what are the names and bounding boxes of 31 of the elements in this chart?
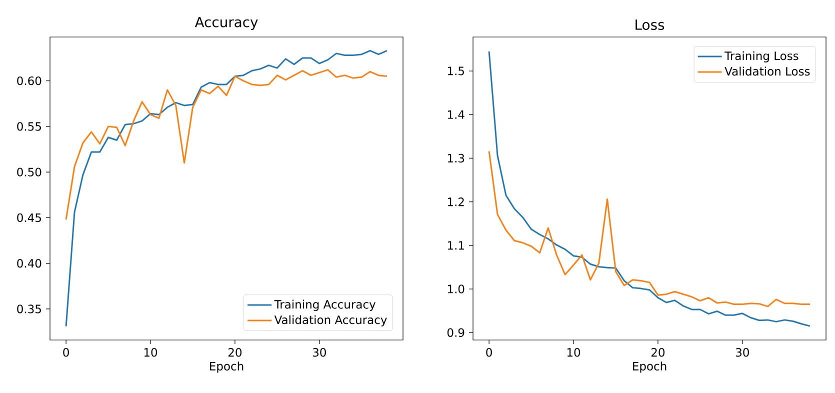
legend-label: Validation Loss — [724, 66, 810, 76]
y-tick-label: 0.55 — [17, 122, 41, 131]
y-tick-label: 0.45 — [17, 213, 41, 222]
chart-title: Loss — [636, 20, 664, 30]
y-tick-label: 1.3 — [448, 154, 464, 163]
x-tick-label: 10 — [144, 348, 158, 357]
y-tick-label: 1.1 — [448, 241, 464, 250]
legend-label: Training Accuracy — [274, 300, 376, 311]
y-tick-label: 1.5 — [448, 66, 464, 76]
legend-label: Training Loss — [724, 51, 798, 62]
y-tick-label: 0.40 — [17, 258, 42, 268]
y-tick-label: 1.0 — [448, 284, 464, 294]
y-tick-label: 0.35 — [17, 304, 41, 314]
x-tick-label: 20 — [228, 348, 242, 357]
chart-title: Accuracy — [194, 16, 258, 30]
line-series — [65, 50, 388, 328]
legend-label: Validation Accuracy — [274, 315, 387, 326]
x-tick-label: 30 — [736, 348, 749, 357]
y-tick-label: 0.60 — [17, 76, 42, 86]
y-tick-label: 1.2 — [448, 198, 464, 206]
x-axis-title: Epoch — [633, 362, 666, 373]
x-tick-label: 0 — [486, 348, 492, 357]
y-tick-label: 0.50 — [17, 168, 42, 176]
x-tick-label: 10 — [567, 348, 580, 357]
x-tick-label: 30 — [312, 348, 326, 357]
y-tick-label: 1.4 — [448, 110, 464, 119]
x-axis-title: Epoch — [210, 362, 244, 373]
line-series — [488, 50, 811, 327]
x-tick-label: 20 — [651, 348, 665, 357]
x-tick-label: 0 — [63, 348, 69, 357]
y-tick-label: 0.9 — [447, 328, 464, 337]
